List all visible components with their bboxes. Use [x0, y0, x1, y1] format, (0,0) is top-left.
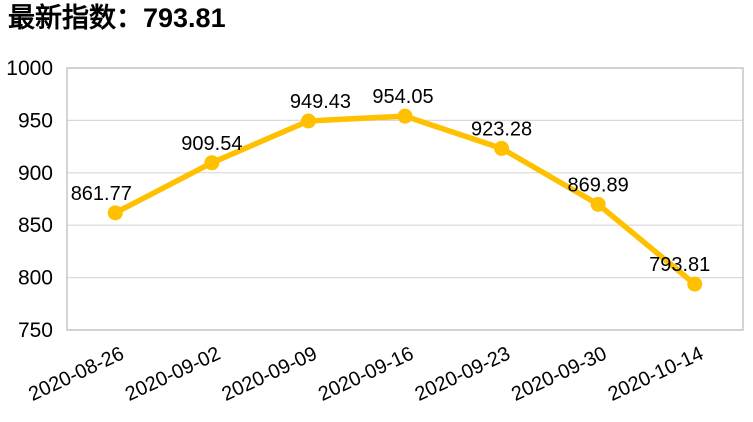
data-value-label: 861.77 [71, 183, 132, 205]
data-point-marker [300, 113, 316, 129]
data-point-marker [687, 276, 703, 292]
data-value-label: 923.28 [471, 118, 532, 140]
data-value-labels: 861.77 909.54 949.43 954.05 923.28 869.89 793.… [71, 86, 711, 276]
data-value-label: 869.89 [568, 174, 629, 196]
x-tick-label: 2020-08-26 [25, 343, 127, 406]
page-title: 最新指数：793.81 [8, 3, 226, 33]
x-tick-label: 2020-09-23 [412, 343, 514, 406]
data-point-markers [107, 108, 703, 292]
y-tick-label: 1000 [6, 57, 53, 80]
data-value-label: 793.81 [649, 254, 710, 276]
x-axis-tick-labels: 2020-08-262020-09-022020-09-092020-09-16… [25, 343, 706, 406]
data-point-marker [397, 108, 413, 124]
data-point-marker [494, 140, 510, 156]
plot-border [66, 67, 744, 331]
y-tick-label: 750 [18, 319, 53, 342]
data-point-marker [590, 196, 606, 212]
data-point-marker [204, 155, 220, 171]
x-tick-label: 2020-09-30 [508, 343, 610, 406]
x-tick-label: 2020-09-09 [219, 343, 321, 406]
x-tick-label: 2020-09-02 [122, 343, 224, 406]
x-tick-label: 2020-10-14 [605, 343, 707, 406]
y-tick-label: 900 [18, 162, 53, 185]
x-tick-label: 2020-09-16 [315, 343, 417, 406]
data-value-label: 909.54 [181, 133, 242, 155]
y-axis-tick-labels: 1000 950 900 850 800 750 [6, 57, 53, 342]
y-tick-label: 950 [18, 109, 53, 132]
y-tick-label: 850 [18, 214, 53, 237]
data-point-marker [107, 205, 123, 221]
data-value-label: 949.43 [290, 91, 351, 113]
data-value-label: 954.05 [372, 86, 433, 108]
y-tick-label: 800 [18, 267, 53, 290]
